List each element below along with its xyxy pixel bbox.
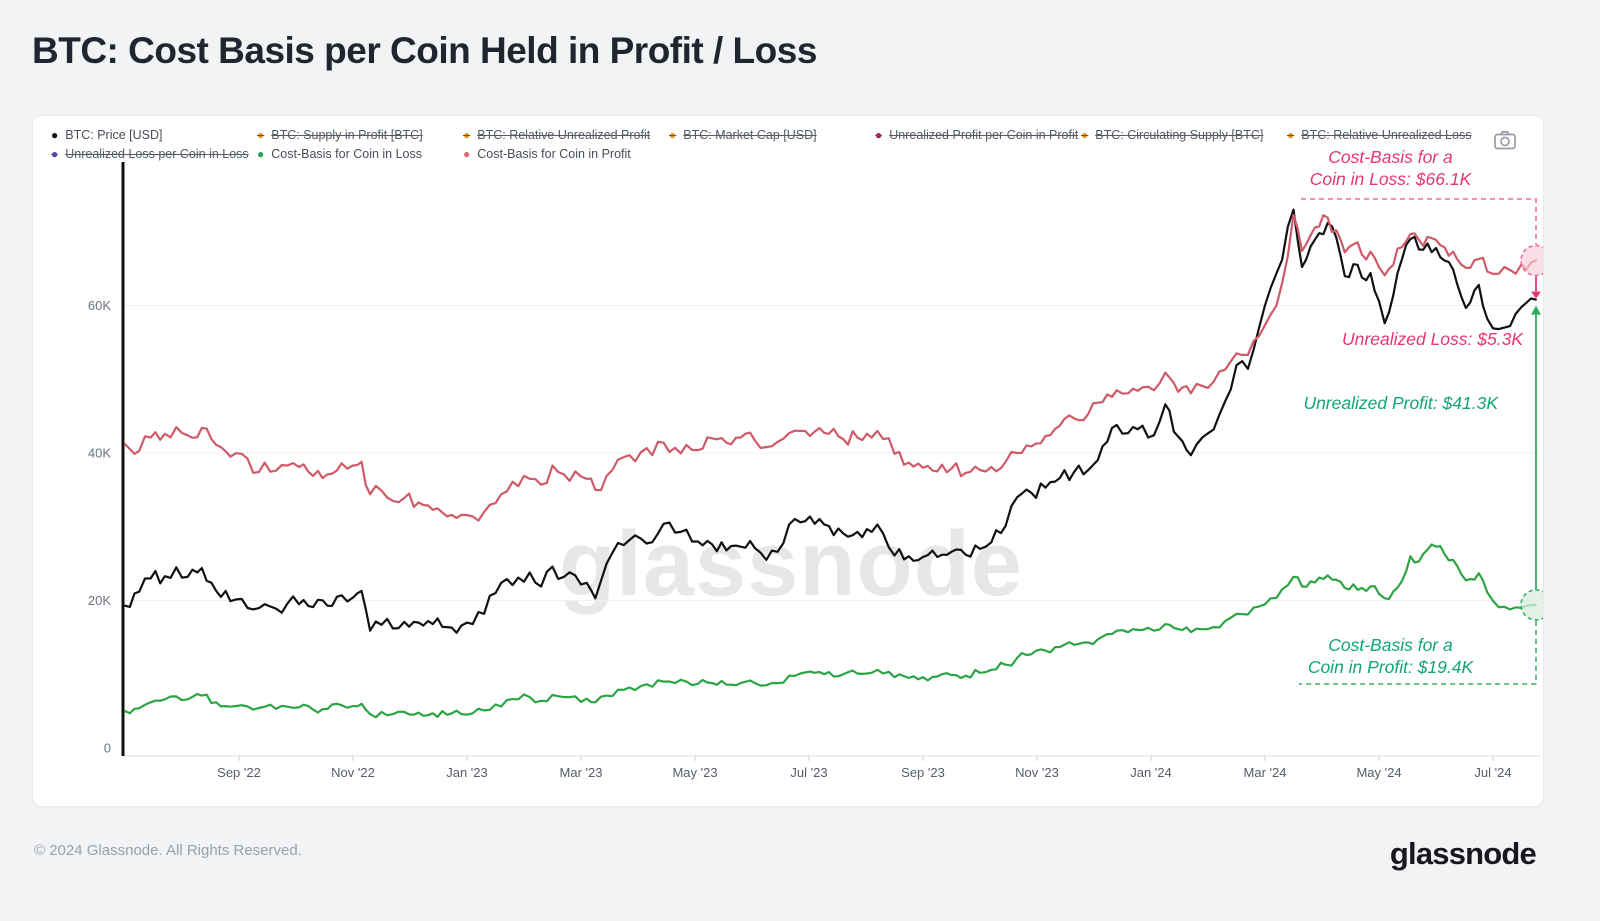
svg-text:Jul '23: Jul '23 (790, 765, 827, 780)
svg-text:Mar '24: Mar '24 (1244, 765, 1287, 780)
legend-dot: ● (51, 127, 59, 142)
svg-text:May '24: May '24 (1356, 765, 1401, 780)
legend-dot: ● (463, 127, 471, 142)
svg-text:60K: 60K (88, 298, 111, 313)
svg-text:0: 0 (104, 741, 111, 756)
legend-label: BTC: Supply in Profit [BTC] (271, 127, 423, 142)
legend-item-1-0[interactable]: ● BTC: Price [USD] (51, 128, 257, 142)
svg-text:Nov '23: Nov '23 (1015, 765, 1059, 780)
chart-canvas[interactable]: 0 20K 40K 60K Sep '22 Nov '22 Jan '23 Mar '23 Ma… (33, 116, 1543, 806)
legend-item-1-5[interactable]: ● BTC: Circulating Supply [BTC] (1081, 128, 1287, 142)
legend-item-2-1[interactable]: ● Cost-Basis for Coin in Loss (257, 147, 463, 161)
legend-dot: ● (875, 127, 883, 142)
legend-label: Unrealized Profit per Coin in Profit (889, 127, 1079, 142)
legend-dot: ● (463, 146, 471, 161)
legend-label: BTC: Relative Unrealized Profit (477, 127, 651, 142)
copyright-text: © 2024 Glassnode. All Rights Reserved. (34, 842, 302, 859)
legend-dot: ● (669, 127, 677, 142)
legend-dot: ● (257, 127, 265, 142)
legend-item-2-0[interactable]: ● Unrealized Loss per Coin in Loss (51, 147, 257, 161)
legend-item-1-3[interactable]: ● BTC: Market Cap [USD] (669, 128, 875, 142)
legend-label: BTC: Market Cap [USD] (683, 127, 817, 142)
legend-item-1-1[interactable]: ● BTC: Supply in Profit [BTC] (257, 128, 463, 142)
svg-text:Jul '24: Jul '24 (1474, 765, 1511, 780)
page-title: BTC: Cost Basis per Coin Held in Profit … (32, 30, 817, 71)
chart-card: ● BTC: Price [USD] ● BTC: Supply in Profit … (32, 115, 1544, 807)
glassnode-logo: glassnode (1389, 836, 1537, 871)
svg-text:May '23: May '23 (672, 765, 717, 780)
legend-row-1: ● BTC: Price [USD] ● BTC: Supply in Profit … (51, 125, 1481, 144)
screenshot-camera-button[interactable] (1493, 129, 1517, 151)
legend-item-1-4[interactable]: ● Unrealized Profit per Coin in Profit (875, 128, 1081, 142)
legend-dot: ● (1287, 127, 1295, 142)
legend-label: Cost-Basis for Coin in Profit (477, 146, 631, 161)
legend-item-2-2[interactable]: ● Cost-Basis for Coin in Profit (463, 147, 669, 161)
legend-dot: ● (1081, 127, 1089, 142)
svg-text:20K: 20K (88, 593, 111, 608)
legend-label: BTC: Circulating Supply [BTC] (1095, 127, 1264, 142)
camera-icon (1494, 130, 1516, 150)
legend-label: Unrealized Loss per Coin in Loss (65, 146, 249, 161)
legend-label: BTC: Relative Unrealized Loss (1301, 127, 1472, 142)
svg-text:Jan '24: Jan '24 (1130, 765, 1172, 780)
svg-text:Sep '23: Sep '23 (901, 765, 945, 780)
plot-area[interactable]: glassnode 0 20K 40K 60K Sep '22 Nov '22 Jan '2… (33, 116, 1543, 806)
chart-legend: ● BTC: Price [USD] ● BTC: Supply in Profit … (51, 125, 1481, 163)
legend-label: BTC: Price [USD] (65, 127, 163, 142)
svg-text:Nov '22: Nov '22 (331, 765, 375, 780)
legend-item-1-2[interactable]: ● BTC: Relative Unrealized Profit (463, 128, 669, 142)
legend-item-1-6[interactable]: ● BTC: Relative Unrealized Loss (1287, 128, 1493, 142)
svg-text:Jan '23: Jan '23 (446, 765, 488, 780)
legend-label: Cost-Basis for Coin in Loss (271, 146, 423, 161)
legend-dot: ● (257, 146, 265, 161)
legend-dot: ● (51, 146, 59, 161)
svg-text:40K: 40K (88, 446, 111, 461)
legend-row-2: ● Unrealized Loss per Coin in Loss ● Cost-B… (51, 144, 1481, 163)
svg-text:Sep '22: Sep '22 (217, 765, 261, 780)
svg-text:Mar '23: Mar '23 (560, 765, 603, 780)
